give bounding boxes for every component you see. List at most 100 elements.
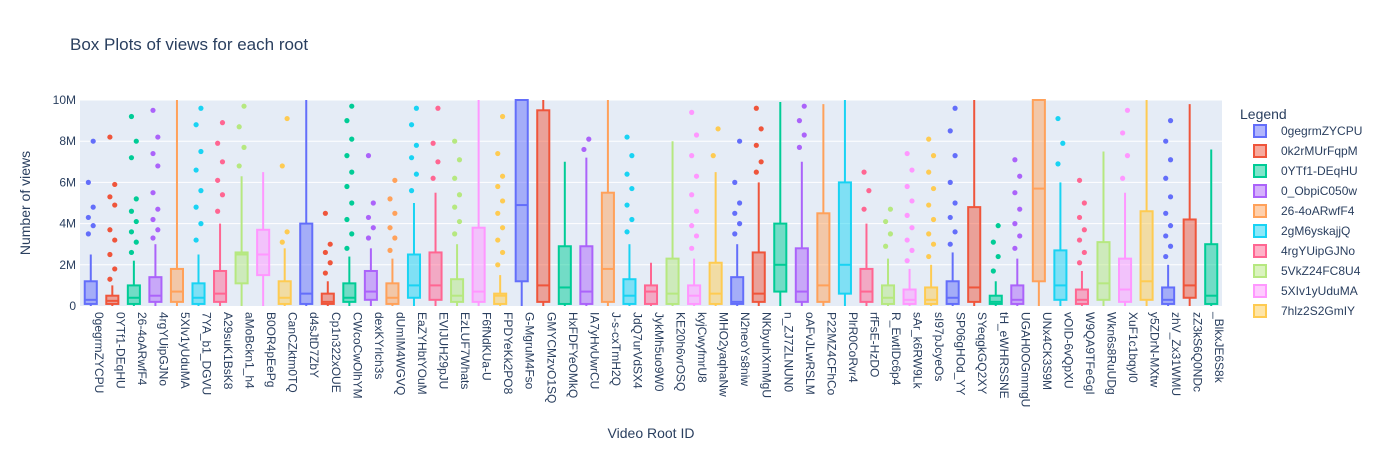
outlier-point — [133, 196, 139, 202]
box-trace — [514, 99, 529, 306]
box-body — [1096, 241, 1111, 301]
outlier-point — [107, 194, 113, 200]
outlier-point — [1081, 227, 1087, 233]
x-tick-label: W9QA9TFeGgI — [1083, 312, 1097, 395]
box-body — [148, 276, 163, 303]
box-trace — [924, 136, 939, 306]
outlier-point — [1163, 175, 1169, 181]
legend-item: 0_ObpiC050w — [1253, 184, 1357, 198]
box-trace — [816, 104, 831, 306]
outlier-point — [1055, 115, 1061, 122]
outlier-point — [215, 140, 221, 146]
outlier-point — [456, 157, 463, 163]
box-trace — [837, 100, 852, 306]
outlier-point — [193, 237, 199, 243]
box-body — [126, 284, 141, 305]
outlier-point — [155, 134, 161, 140]
outlier-point — [1012, 190, 1018, 196]
outlier-point — [1167, 223, 1174, 229]
legend-swatch — [1253, 204, 1267, 218]
x-tick-label: N2neoYs8niw — [738, 312, 752, 386]
box-body — [924, 286, 939, 305]
outlier-point — [926, 136, 932, 142]
outlier-point — [387, 225, 393, 231]
legend-label: 0_ObpiC050w — [1281, 184, 1357, 198]
outlier-point — [926, 231, 932, 237]
box-trace — [751, 105, 766, 306]
box-body — [1118, 257, 1133, 303]
outlier-point — [732, 179, 738, 185]
outlier-point — [883, 243, 889, 249]
x-tick-label: UGAH0OGmmgU — [1018, 312, 1032, 407]
x-tick-label: dUmIM4WGVQ — [393, 312, 407, 395]
outlier-point — [1167, 118, 1174, 124]
box-body — [1053, 249, 1068, 301]
y-tick-labels: 0 2M 4M 6M 8M 10M — [53, 93, 77, 313]
legend-label: 26-4oARwfF4 — [1281, 204, 1355, 218]
outlier-point — [715, 126, 721, 132]
outlier-point — [947, 128, 953, 134]
outlier-point — [1012, 221, 1018, 227]
outlier-point — [758, 126, 764, 132]
outlier-point — [387, 247, 393, 253]
outlier-point — [112, 237, 118, 243]
outlier-point — [758, 159, 764, 165]
x-tick-label: B0OR4pEePg — [264, 312, 278, 387]
box-trace — [1161, 118, 1176, 306]
outlier-point — [215, 177, 221, 183]
x-tick-label: CWcoCwOlhYM — [350, 312, 364, 399]
outlier-point — [155, 206, 161, 212]
outlier-point — [887, 231, 894, 237]
box-body — [988, 294, 1003, 305]
outlier-point — [629, 185, 635, 192]
box-trace — [169, 100, 184, 306]
outlier-point — [90, 223, 96, 229]
outlier-point — [1076, 260, 1083, 266]
outlier-point — [150, 190, 156, 196]
box-trace — [1053, 115, 1068, 306]
outlier-point — [952, 153, 958, 159]
x-tick-label: JykMh5uo9W0 — [652, 312, 666, 392]
outlier-point — [930, 185, 937, 192]
outlier-point — [693, 132, 700, 138]
outlier-point — [370, 225, 376, 231]
legend-title: Legend — [1240, 106, 1287, 122]
box-trace — [794, 103, 809, 306]
box-trace — [859, 169, 874, 306]
legend-item: 0k2rMUrFqpM — [1253, 144, 1358, 158]
outlier-point — [495, 262, 501, 268]
box-trace — [730, 138, 745, 306]
box-trace — [988, 223, 1003, 306]
outlier-point — [85, 231, 91, 237]
box-body — [213, 269, 228, 303]
outlier-point — [112, 181, 118, 188]
outlier-point — [349, 231, 355, 237]
outlier-point — [499, 173, 506, 179]
outlier-point — [279, 163, 285, 169]
outlier-point — [1163, 210, 1169, 216]
y-tick-label: 0 — [69, 299, 76, 313]
outlier-point — [581, 146, 587, 153]
outlier-point — [499, 113, 506, 120]
x-tick-label: y5ZDrN-MXtw — [1148, 312, 1162, 388]
outlier-point — [952, 229, 958, 235]
legend-item: 0YTf1-DEqHU — [1253, 164, 1358, 178]
outlier-point — [495, 150, 501, 157]
x-tick-label: FPDYeKk2PO8 — [501, 312, 515, 395]
outlier-point — [753, 105, 759, 111]
outlier-point — [689, 192, 695, 198]
outlier-point — [452, 204, 458, 210]
x-tick-label: J-s-cxTmH2Q — [609, 312, 623, 386]
outlier-point — [796, 118, 803, 124]
outlier-point — [624, 171, 630, 177]
legend-swatch — [1253, 164, 1267, 178]
outlier-point — [344, 245, 350, 251]
outlier-point — [732, 231, 738, 237]
outlier-point — [408, 188, 415, 194]
y-axis-title: Number of views — [17, 151, 33, 255]
x-tick-label: 5XIv1yUduMA — [178, 312, 192, 389]
box-trace — [643, 262, 659, 306]
x-tick-label: MHO2yaqhaNw — [717, 312, 731, 397]
box-trace — [385, 177, 400, 306]
x-tick-label: KE20h6vrOSQ — [674, 312, 688, 391]
